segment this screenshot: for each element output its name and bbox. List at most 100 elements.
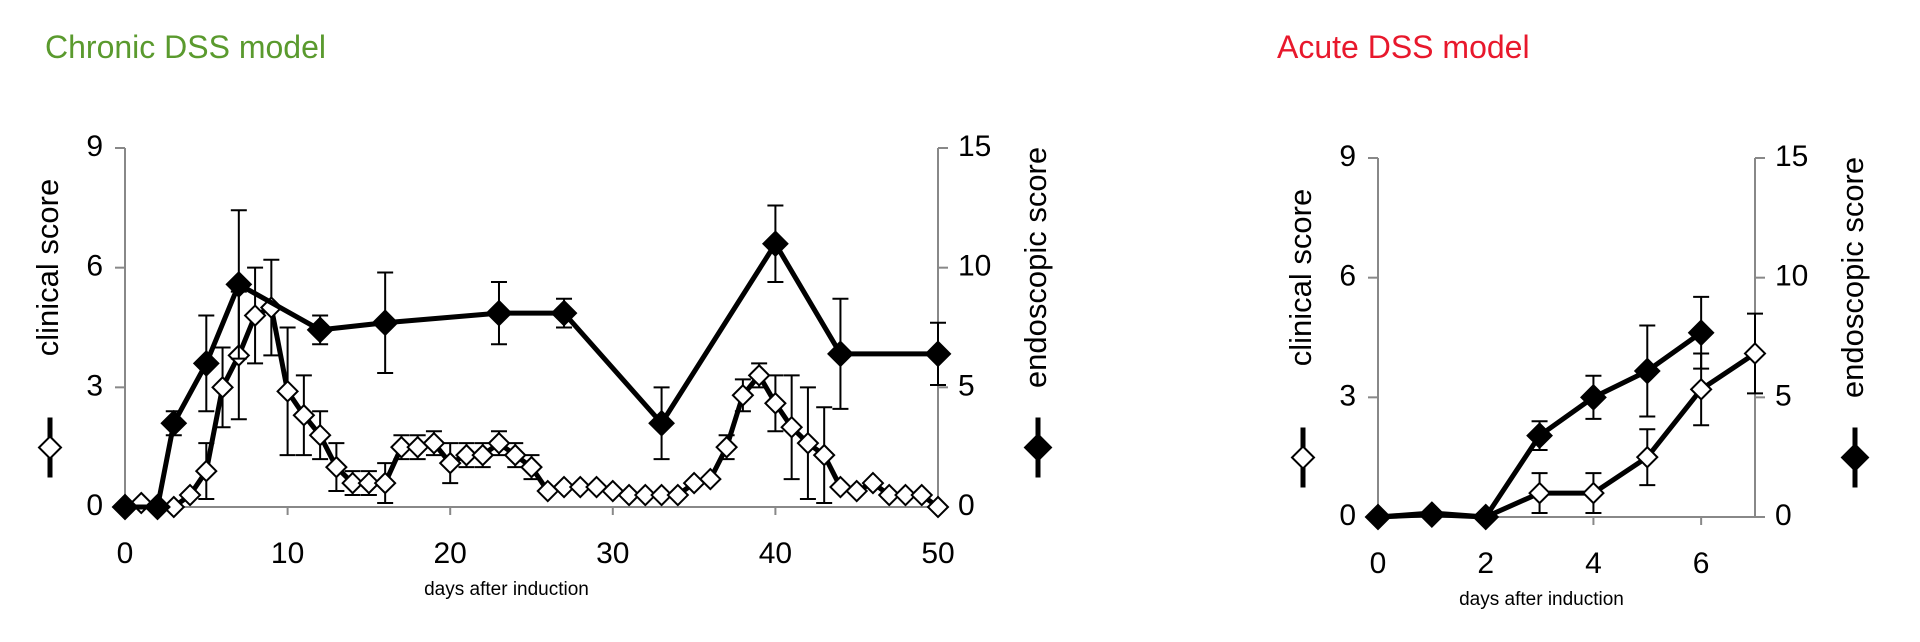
y-tick-label: 3 bbox=[86, 369, 103, 402]
point bbox=[373, 471, 397, 495]
point bbox=[194, 459, 218, 483]
point bbox=[845, 479, 869, 503]
point bbox=[1582, 481, 1605, 505]
point bbox=[243, 304, 267, 327]
point bbox=[406, 435, 430, 459]
point bbox=[601, 479, 625, 503]
point bbox=[520, 455, 543, 479]
y2-tick-label: 10 bbox=[1775, 260, 1808, 293]
point bbox=[666, 483, 690, 507]
point bbox=[715, 435, 739, 459]
point bbox=[306, 316, 334, 344]
point bbox=[192, 349, 220, 377]
y-axis-label: clinical score bbox=[1283, 189, 1318, 366]
point bbox=[276, 379, 300, 403]
point bbox=[390, 435, 413, 459]
legend-marker bbox=[1023, 433, 1053, 462]
point bbox=[422, 431, 446, 455]
point bbox=[225, 271, 253, 298]
y2-tick-label: 0 bbox=[958, 489, 975, 522]
point bbox=[371, 309, 399, 337]
point bbox=[827, 340, 854, 368]
point bbox=[924, 340, 952, 368]
point bbox=[747, 363, 771, 387]
point bbox=[324, 455, 348, 479]
chart-title: Acute DSS model bbox=[1277, 29, 1530, 65]
x-tick-label: 50 bbox=[921, 537, 954, 570]
point bbox=[552, 475, 576, 499]
point bbox=[1743, 342, 1767, 365]
legend-marker bbox=[1290, 445, 1316, 470]
y-tick-label: 6 bbox=[1339, 260, 1356, 293]
point bbox=[1580, 383, 1607, 411]
y2-tick-label: 5 bbox=[958, 369, 975, 402]
point bbox=[763, 391, 787, 415]
point bbox=[829, 475, 852, 499]
point bbox=[617, 483, 641, 507]
point bbox=[550, 299, 578, 327]
point bbox=[485, 299, 513, 327]
point bbox=[731, 383, 755, 407]
y-tick-label: 3 bbox=[1339, 379, 1356, 412]
point bbox=[633, 483, 657, 507]
y2-tick-label: 15 bbox=[958, 130, 991, 163]
axis-legend: clinical score bbox=[30, 179, 65, 478]
point bbox=[1528, 481, 1551, 505]
x-tick-label: 4 bbox=[1585, 547, 1602, 580]
point bbox=[761, 230, 789, 258]
point bbox=[357, 471, 381, 495]
point bbox=[503, 443, 527, 467]
point bbox=[144, 493, 171, 521]
point bbox=[698, 467, 722, 491]
point bbox=[1633, 357, 1661, 385]
point bbox=[796, 431, 820, 455]
point bbox=[910, 483, 934, 507]
point bbox=[861, 471, 885, 495]
y-axis-label: clinical score bbox=[30, 179, 65, 356]
x-tick-label: 30 bbox=[596, 537, 629, 570]
point bbox=[160, 409, 188, 437]
y-tick-label: 9 bbox=[86, 130, 103, 163]
point bbox=[178, 483, 202, 507]
x-tick-label: 20 bbox=[434, 537, 467, 570]
point bbox=[568, 475, 592, 499]
point bbox=[292, 403, 316, 427]
x-tick-label: 10 bbox=[271, 537, 304, 570]
point bbox=[471, 443, 495, 467]
point bbox=[1635, 445, 1659, 469]
y2-tick-label: 5 bbox=[1775, 379, 1792, 412]
y-tick-label: 6 bbox=[86, 250, 103, 283]
y2-axis-label: endoscopic score bbox=[1835, 157, 1870, 398]
y2-tick-label: 15 bbox=[1775, 140, 1808, 173]
point bbox=[1418, 501, 1446, 529]
x-axis-label: days after induction bbox=[424, 579, 589, 600]
legend-marker bbox=[37, 435, 63, 460]
y2-tick-label: 0 bbox=[1775, 499, 1792, 532]
point bbox=[1689, 377, 1713, 401]
point bbox=[894, 483, 917, 507]
axis-legend: clinical score bbox=[1283, 189, 1318, 488]
y-tick-label: 0 bbox=[1339, 499, 1356, 532]
point bbox=[487, 431, 511, 455]
axis-legend: endoscopic score bbox=[1835, 157, 1870, 488]
y-tick-label: 0 bbox=[86, 489, 103, 522]
point bbox=[455, 443, 478, 467]
point bbox=[1687, 319, 1715, 347]
y2-axis-label: endoscopic score bbox=[1018, 147, 1053, 388]
point bbox=[650, 483, 673, 507]
point bbox=[812, 443, 836, 467]
point bbox=[877, 483, 901, 507]
point bbox=[1526, 422, 1553, 450]
x-tick-label: 6 bbox=[1693, 547, 1710, 580]
chart-title: Chronic DSS model bbox=[45, 29, 326, 65]
point bbox=[926, 495, 950, 519]
point bbox=[111, 493, 139, 521]
point bbox=[1364, 503, 1392, 531]
x-tick-label: 0 bbox=[117, 537, 134, 570]
point bbox=[648, 409, 675, 437]
x-tick-label: 0 bbox=[1370, 547, 1387, 580]
x-tick-label: 2 bbox=[1477, 547, 1494, 580]
point bbox=[308, 423, 332, 447]
